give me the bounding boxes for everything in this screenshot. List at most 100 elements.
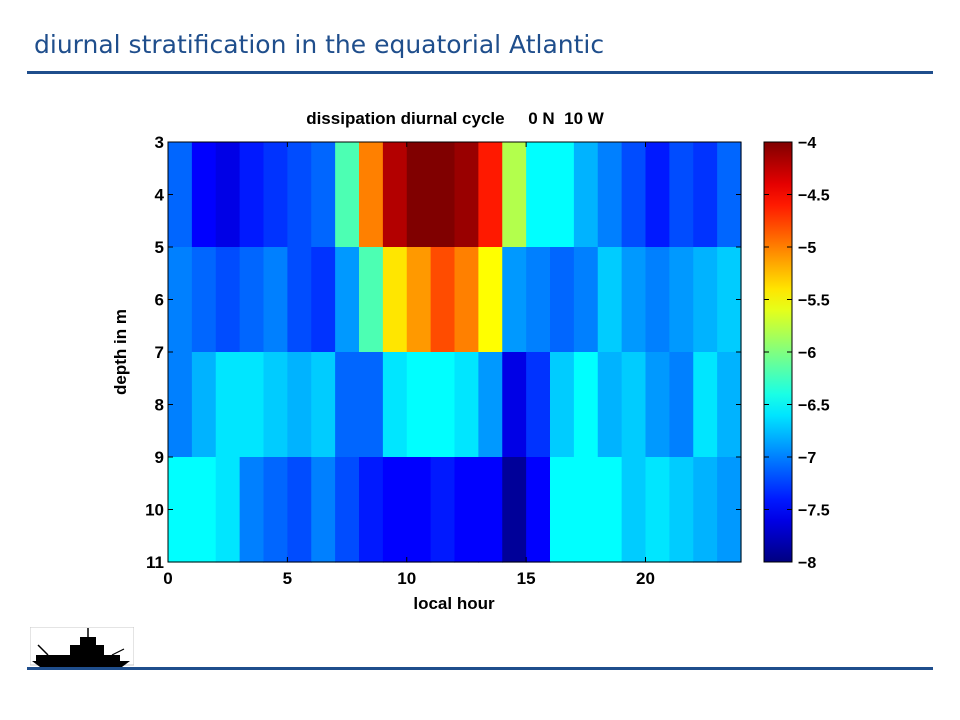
heatmap-cell: [335, 142, 360, 248]
heatmap-cell: [502, 457, 527, 563]
x-tick-label: 5: [283, 569, 292, 588]
heatmap-cell: [573, 247, 599, 353]
slide-title: diurnal stratification in the equatorial…: [34, 30, 605, 59]
heatmap-cell: [645, 457, 670, 563]
heatmap-cell: [693, 457, 718, 563]
heatmap-cell: [263, 352, 288, 458]
heatmap-cell: [359, 457, 384, 563]
heatmap-cell: [478, 247, 503, 353]
heatmap-cell: [359, 247, 384, 353]
heatmap-cell: [669, 142, 694, 248]
y-tick-label: 5: [155, 238, 164, 257]
heatmap-cell: [645, 247, 670, 353]
heatmap-cell: [502, 247, 527, 353]
heatmap-cell: [382, 352, 408, 458]
colorbar-tick-label: −8: [798, 555, 816, 572]
heatmap-cell: [478, 352, 503, 458]
heatmap-cell: [621, 457, 647, 563]
heatmap-cell: [359, 142, 384, 248]
chart-title: dissipation diurnal cycle 0 N 10 W: [306, 109, 605, 128]
heatmap-cell: [215, 247, 241, 353]
heatmap-cell: [621, 142, 647, 248]
heatmap-cell: [526, 247, 551, 353]
heatmap-cell: [597, 142, 623, 248]
heatmap-cell: [311, 142, 336, 248]
heatmap-cell: [454, 247, 479, 353]
heatmap-cell: [359, 352, 384, 458]
heatmap-cell: [215, 352, 241, 458]
heatmap-cell: [382, 247, 408, 353]
heatmap-cell: [550, 457, 575, 563]
colorbar-tick-label: −5.5: [798, 293, 830, 310]
heatmap-cells: [168, 142, 742, 563]
heatmap-cell: [597, 352, 623, 458]
heatmap-cell: [430, 247, 456, 353]
colorbar-tick-label: −6.5: [798, 398, 830, 415]
heatmap-cell: [406, 352, 432, 458]
colorbar-tick-label: −6: [798, 345, 816, 362]
heatmap-cell: [454, 142, 479, 248]
heatmap-cell: [239, 247, 265, 353]
heatmap-cell: [191, 247, 217, 353]
heatmap-cell: [263, 142, 288, 248]
footer-divider: [27, 667, 933, 670]
heatmap-cell: [502, 142, 527, 248]
x-tick-label: 10: [397, 569, 416, 588]
chart: dissipation diurnal cycle 0 N 10 W 0 5 10 1…: [111, 109, 830, 613]
heatmap-cell: [215, 457, 241, 563]
heatmap-cell: [430, 457, 456, 563]
colorbar-tick-label: −7.5: [798, 503, 830, 520]
heatmap-cell: [502, 352, 527, 458]
y-tick-label: 11: [146, 553, 164, 572]
y-tick-label: 8: [155, 396, 164, 415]
heatmap-cell: [239, 352, 265, 458]
heatmap-cell: [597, 247, 623, 353]
heatmap-cell: [311, 352, 336, 458]
y-tick-label: 7: [155, 343, 164, 362]
x-tick-label: 20: [636, 569, 655, 588]
heatmap-cell: [478, 457, 503, 563]
x-axis-label: local hour: [413, 594, 495, 613]
heatmap-cell: [335, 247, 360, 353]
heatmap-cell: [382, 457, 408, 563]
heatmap-cell: [621, 352, 647, 458]
heatmap-cell: [693, 142, 718, 248]
colorbar-tick-label: −4: [798, 135, 816, 152]
heatmap-cell: [573, 142, 599, 248]
heatmap-cell: [263, 247, 288, 353]
heatmap-cell: [693, 247, 718, 353]
heatmap-cell: [263, 457, 288, 563]
y-tick-label: 3: [155, 133, 164, 152]
heatmap-cell: [215, 142, 241, 248]
heatmap-cell: [669, 457, 694, 563]
colorbar-tick-label: −7: [798, 450, 816, 467]
heatmap-cell: [382, 142, 408, 248]
colorbar-tick-label: −4.5: [798, 188, 830, 205]
research-vessel-logo: [30, 627, 134, 667]
heatmap-cell: [335, 352, 360, 458]
heatmap-cell: [406, 457, 432, 563]
heatmap-cell: [597, 457, 623, 563]
heatmap-cell: [693, 352, 718, 458]
heatmap-cell: [526, 142, 551, 248]
x-tick-label: 15: [517, 569, 536, 588]
heatmap-cell: [311, 457, 336, 563]
heatmap-cell: [191, 457, 217, 563]
heatmap-cell: [550, 352, 575, 458]
heatmap-cell: [311, 247, 336, 353]
heatmap-cell: [526, 352, 551, 458]
heatmap-cell: [573, 457, 599, 563]
heatmap-cell: [287, 142, 312, 248]
y-tick-label: 10: [145, 501, 164, 520]
y-axis-label: depth in m: [111, 309, 130, 395]
heatmap-cell: [191, 142, 217, 248]
y-tick-label: 9: [155, 448, 164, 467]
heatmap-cell: [287, 457, 312, 563]
y-tick-label: 6: [155, 291, 164, 310]
heatmap-cell: [335, 457, 360, 563]
colorbar-ticks: −4 −4.5 −5 −5.5 −6 −6.5 −7 −7.5 −8: [764, 135, 830, 572]
x-tick-label: 0: [163, 569, 172, 588]
heatmap-cell: [669, 352, 694, 458]
heatmap-cell: [406, 142, 432, 248]
heatmap-cell: [430, 352, 456, 458]
